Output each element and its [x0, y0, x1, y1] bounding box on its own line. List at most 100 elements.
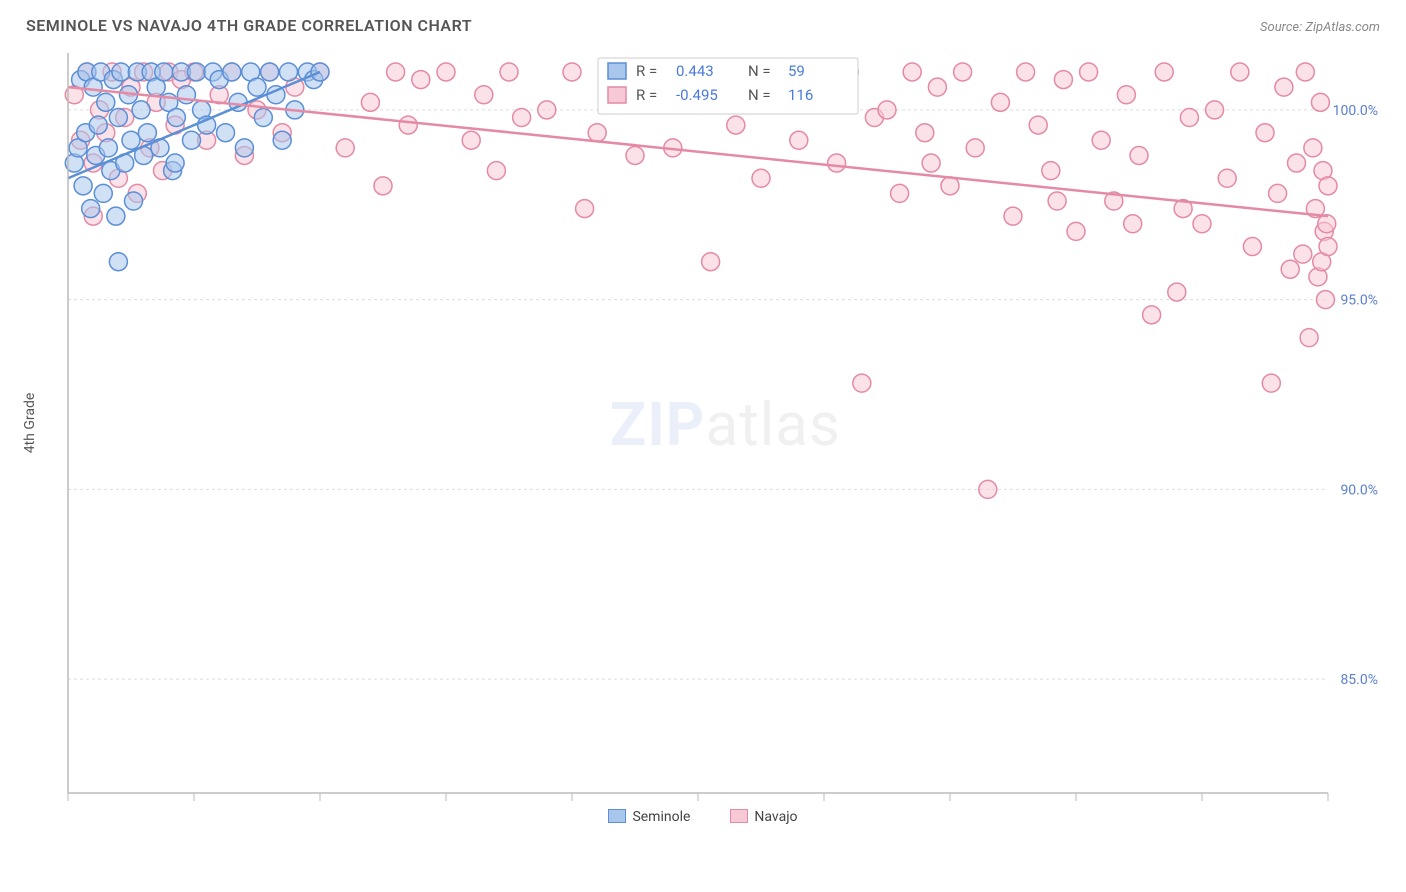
- data-point: [1155, 63, 1173, 81]
- data-point: [1004, 207, 1022, 225]
- data-point: [1294, 245, 1312, 263]
- data-point: [1231, 63, 1249, 81]
- data-point: [280, 63, 298, 81]
- data-point: [903, 63, 921, 81]
- data-point: [878, 101, 896, 119]
- data-point: [538, 101, 556, 119]
- data-point: [991, 93, 1009, 111]
- data-point: [122, 131, 140, 149]
- data-point: [89, 116, 107, 134]
- data-point: [167, 109, 185, 127]
- scatter-chart: 85.0%90.0%95.0%100.0%ZIPatlas0.0%100.0%R…: [58, 43, 1378, 803]
- chart-title: SEMINOLE VS NAVAJO 4TH GRADE CORRELATION…: [26, 16, 472, 35]
- data-point: [1180, 109, 1198, 127]
- data-point: [74, 177, 92, 195]
- data-point: [138, 124, 156, 142]
- y-tick-label: 90.0%: [1340, 482, 1378, 498]
- legend-item: Navajo: [730, 809, 797, 825]
- data-point: [1316, 291, 1334, 309]
- data-point: [916, 124, 934, 142]
- data-point: [1218, 169, 1236, 187]
- y-axis-label: 4th Grade: [22, 393, 38, 454]
- data-point: [412, 71, 430, 89]
- data-point: [979, 480, 997, 498]
- data-point: [374, 177, 392, 195]
- data-point: [182, 131, 200, 149]
- data-point: [922, 154, 940, 172]
- data-point: [261, 63, 279, 81]
- data-point: [254, 109, 272, 127]
- data-point: [1067, 222, 1085, 240]
- legend-swatch: [608, 87, 626, 103]
- data-point: [1296, 63, 1314, 81]
- data-point: [94, 184, 112, 202]
- data-point: [125, 192, 143, 210]
- data-point: [1288, 154, 1306, 172]
- legend-n-label: N =: [748, 62, 771, 80]
- legend-swatch: [730, 809, 748, 823]
- watermark: ZIPatlas: [610, 389, 841, 460]
- legend-n-value: 59: [788, 62, 805, 80]
- data-point: [1206, 101, 1224, 119]
- data-point: [248, 78, 266, 96]
- data-point: [1029, 116, 1047, 134]
- data-point: [626, 146, 644, 164]
- data-point: [1168, 283, 1186, 301]
- data-point: [166, 154, 184, 172]
- data-point: [790, 131, 808, 149]
- legend-swatch: [608, 809, 626, 823]
- data-point: [500, 63, 518, 81]
- legend-n-value: 116: [788, 86, 813, 104]
- data-point: [235, 139, 253, 157]
- data-point: [1304, 139, 1322, 157]
- data-point: [475, 86, 493, 104]
- data-point: [1269, 184, 1287, 202]
- legend-r-label: R =: [636, 86, 657, 104]
- data-point: [752, 169, 770, 187]
- data-point: [891, 184, 909, 202]
- data-point: [1300, 329, 1318, 347]
- source-label: Source: ZipAtlas.com: [1260, 20, 1380, 35]
- data-point: [155, 63, 173, 81]
- legend-r-label: R =: [636, 62, 657, 80]
- data-point: [1092, 131, 1110, 149]
- legend-n-label: N =: [748, 86, 771, 104]
- data-point: [462, 131, 480, 149]
- data-point: [941, 177, 959, 195]
- data-point: [1124, 215, 1142, 233]
- legend-swatch: [608, 63, 626, 79]
- data-point: [954, 63, 972, 81]
- data-point: [387, 63, 405, 81]
- data-point: [112, 63, 130, 81]
- data-point: [1281, 260, 1299, 278]
- data-point: [727, 116, 745, 134]
- data-point: [1262, 374, 1280, 392]
- legend-r-value: 0.443: [676, 62, 714, 80]
- legend-item: Seminole: [608, 809, 690, 825]
- data-point: [273, 131, 291, 149]
- data-point: [1243, 238, 1261, 256]
- data-point: [828, 154, 846, 172]
- data-point: [82, 200, 100, 218]
- data-point: [223, 63, 241, 81]
- data-point: [107, 207, 125, 225]
- data-point: [188, 63, 206, 81]
- data-point: [513, 109, 531, 127]
- y-tick-label: 100.0%: [1333, 103, 1378, 119]
- y-tick-label: 85.0%: [1340, 672, 1378, 688]
- bottom-legend: Seminole Navajo: [18, 809, 1388, 825]
- data-point: [336, 139, 354, 157]
- data-point: [1143, 306, 1161, 324]
- data-point: [1130, 146, 1148, 164]
- data-point: [1117, 86, 1135, 104]
- legend-label: Navajo: [754, 809, 797, 825]
- data-point: [1017, 63, 1035, 81]
- data-point: [1193, 215, 1211, 233]
- data-point: [99, 139, 117, 157]
- data-point: [1256, 124, 1274, 142]
- data-point: [1311, 93, 1329, 111]
- data-point: [1275, 78, 1293, 96]
- data-point: [109, 109, 127, 127]
- data-point: [487, 162, 505, 180]
- data-point: [563, 63, 581, 81]
